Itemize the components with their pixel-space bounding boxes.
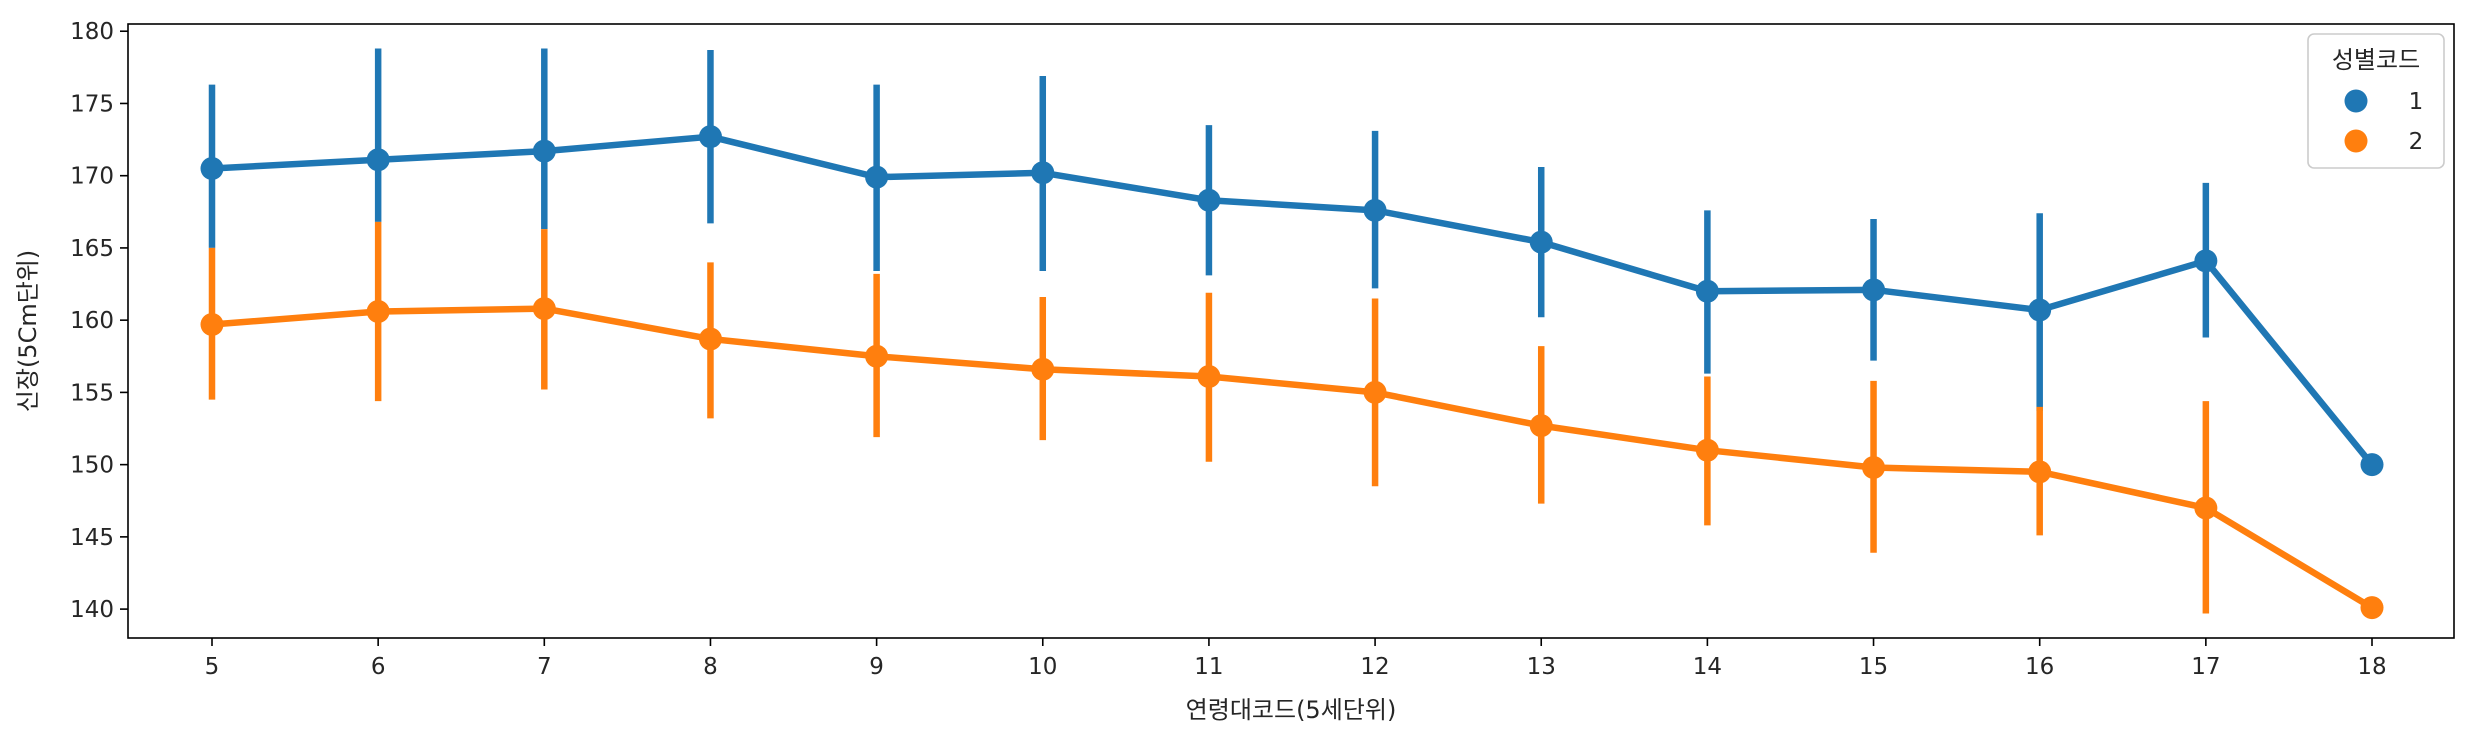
x-tick-label-5: 5: [205, 654, 220, 680]
series-lines: [208, 133, 2376, 611]
x-tick-label-9: 9: [869, 654, 884, 680]
y-tick-label-145: 145: [70, 525, 114, 551]
x-axis-label: 연령대코드(5세단위): [1186, 696, 1397, 724]
x-tick-label-7: 7: [537, 654, 552, 680]
data-point-series-1-7: [532, 139, 556, 163]
data-points: [200, 125, 2384, 620]
y-axis: 140 145 150 155 160 165 170 175 180: [70, 19, 128, 623]
data-point-series-2-17: [2194, 496, 2218, 520]
data-point-series-2-6: [366, 299, 390, 323]
data-point-series-2-14: [1695, 438, 1719, 462]
legend-marker-series-2: [2344, 129, 2368, 153]
x-tick-label-15: 15: [1859, 654, 1888, 680]
data-point-series-2-11: [1197, 365, 1221, 389]
data-point-series-1-13: [1529, 230, 1553, 254]
y-tick-label-180: 180: [70, 19, 114, 45]
series-line-2: [208, 305, 2376, 611]
x-tick-label-10: 10: [1028, 654, 1057, 680]
x-tick-label-16: 16: [2025, 654, 2054, 680]
data-point-series-2-12: [1363, 380, 1387, 404]
y-tick-label-165: 165: [70, 236, 114, 262]
y-tick-label-140: 140: [70, 597, 114, 623]
x-tick-label-17: 17: [2191, 654, 2220, 680]
confidence-intervals: [208, 48, 2210, 614]
y-axis-label: 신장(5Cm단위): [14, 250, 42, 412]
data-point-series-2-16: [2028, 460, 2052, 484]
plot-frame: [127, 23, 2455, 639]
x-tick-label-13: 13: [1527, 654, 1556, 680]
x-tick-label-8: 8: [703, 654, 718, 680]
data-point-series-2-5: [200, 312, 224, 336]
data-point-series-1-5: [200, 156, 224, 180]
data-point-series-2-13: [1529, 414, 1553, 438]
y-tick-label-175: 175: [70, 91, 114, 117]
data-point-series-1-9: [865, 165, 889, 189]
legend-marker-series-1: [2344, 89, 2368, 113]
series-line-1: [208, 133, 2376, 468]
data-point-series-1-10: [1031, 161, 1055, 185]
x-tick-label-18: 18: [2357, 654, 2386, 680]
data-point-series-2-8: [698, 327, 722, 351]
x-axis: 5 6 7 8 9 10 11 12 13 14 15 16 17 18: [205, 638, 2387, 680]
data-point-series-1-11: [1197, 188, 1221, 212]
data-point-series-1-15: [1862, 278, 1886, 302]
data-point-series-2-7: [532, 297, 556, 321]
x-tick-label-12: 12: [1360, 654, 1389, 680]
x-tick-label-11: 11: [1194, 654, 1223, 680]
data-point-series-1-18: [2360, 453, 2384, 477]
y-tick-label-155: 155: [70, 380, 114, 406]
data-point-series-1-16: [2028, 298, 2052, 322]
data-point-series-2-9: [865, 344, 889, 368]
legend-label-series-2: 2: [2409, 129, 2424, 155]
legend-frame: [2307, 33, 2445, 169]
legend-title: 성별코드: [2332, 46, 2420, 74]
x-tick-label-14: 14: [1693, 654, 1722, 680]
y-tick-label-150: 150: [70, 453, 114, 479]
data-point-series-2-15: [1862, 456, 1886, 480]
data-point-series-1-8: [698, 125, 722, 149]
data-point-series-2-10: [1031, 357, 1055, 381]
legend-label-series-1: 1: [2409, 89, 2424, 115]
legend: 성별코드 1 2: [2307, 33, 2445, 169]
y-tick-label-160: 160: [70, 308, 114, 334]
data-point-series-2-18: [2360, 596, 2384, 620]
data-point-series-1-12: [1363, 198, 1387, 222]
data-point-series-1-14: [1695, 279, 1719, 303]
data-point-series-1-17: [2194, 249, 2218, 273]
x-tick-label-6: 6: [371, 654, 386, 680]
y-tick-label-170: 170: [70, 164, 114, 190]
data-point-series-1-6: [366, 148, 390, 172]
